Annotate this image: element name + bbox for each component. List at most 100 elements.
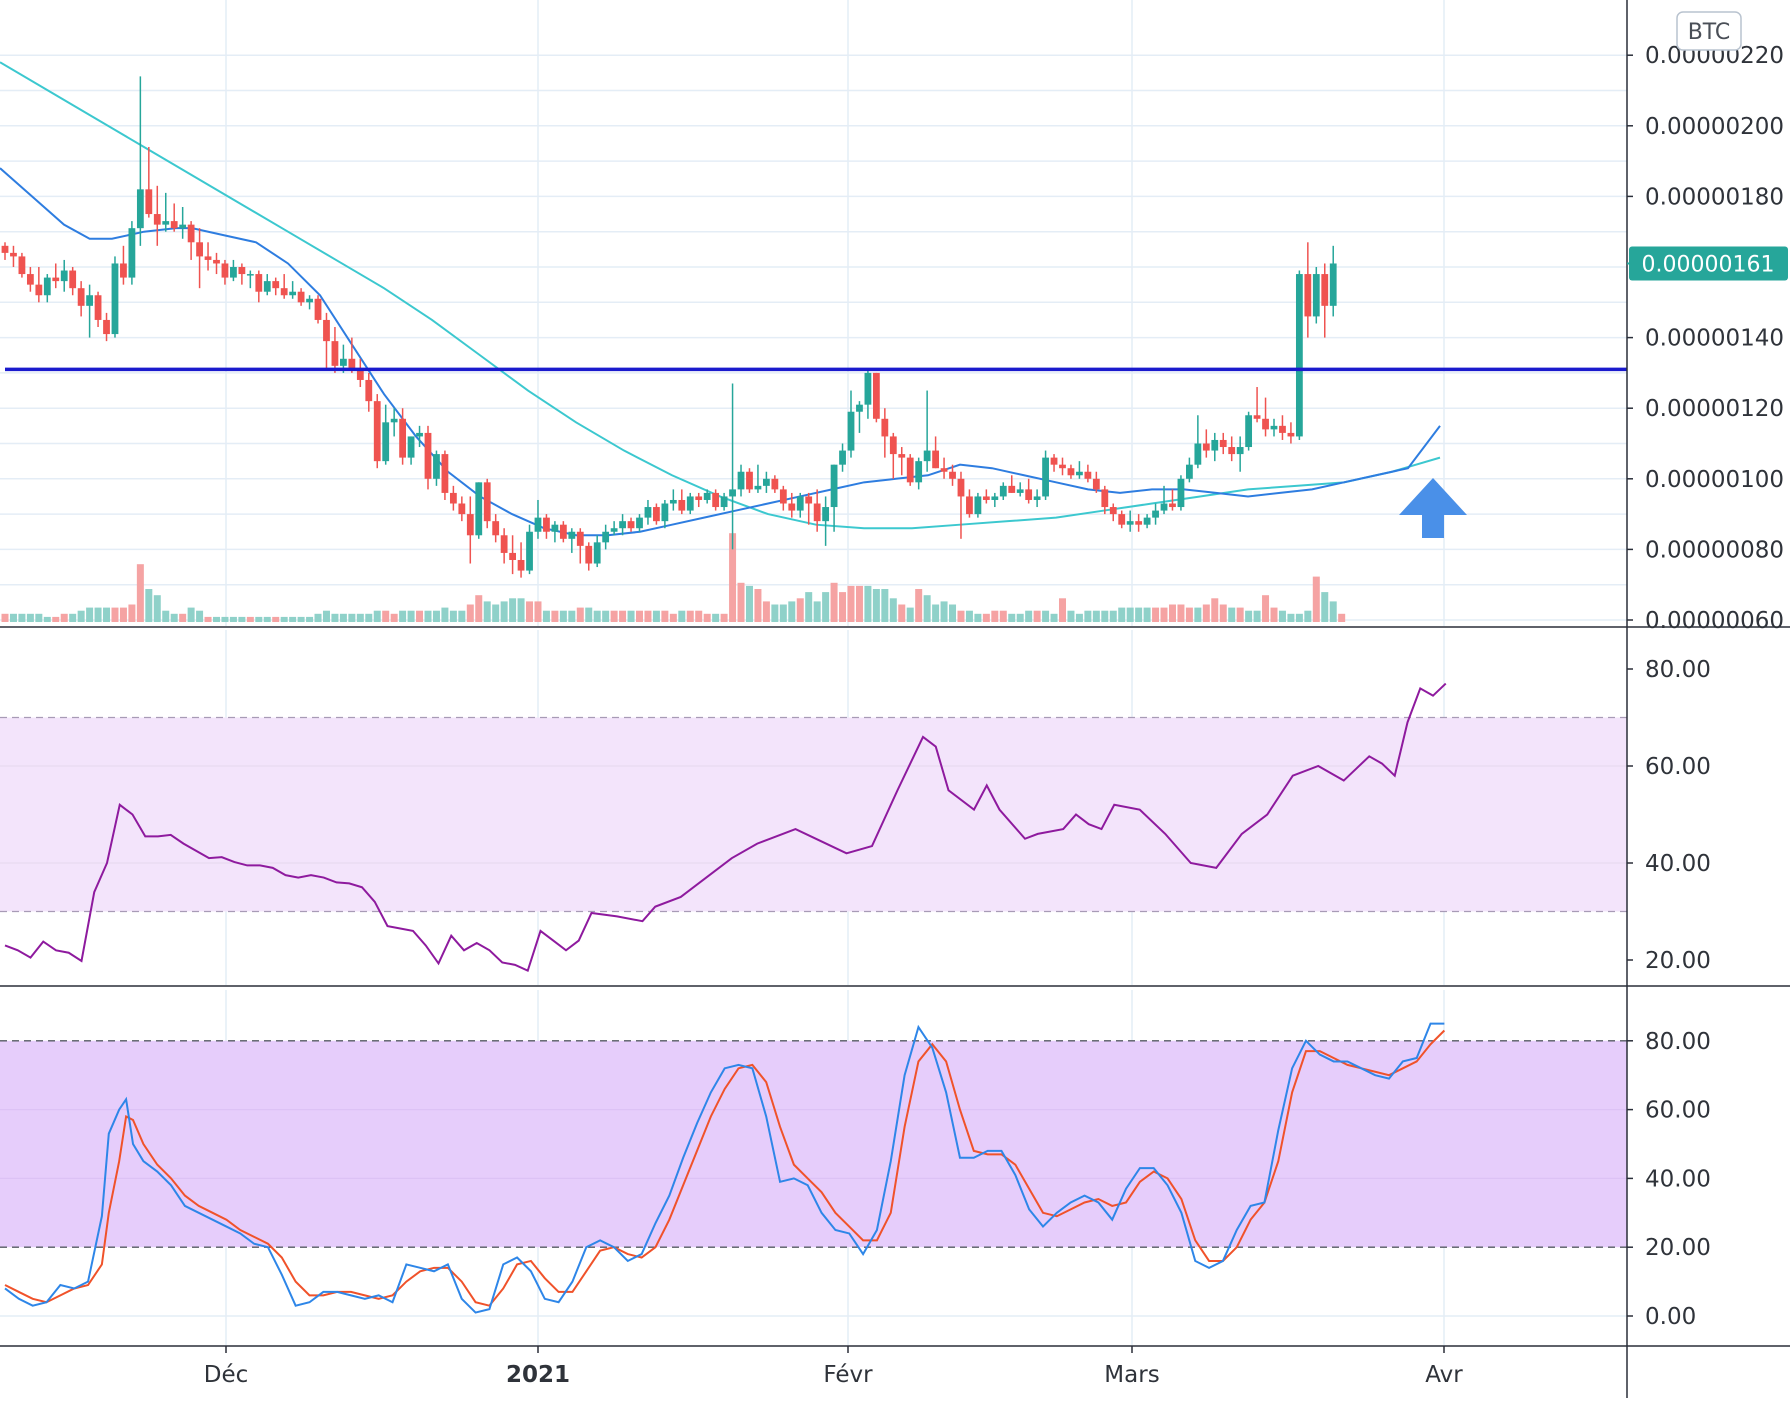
volume-bar	[619, 610, 627, 622]
candle-body	[982, 496, 990, 500]
candle-body	[306, 298, 313, 303]
volume-bar	[69, 613, 77, 622]
price-tick-label: 0.00000120	[1645, 396, 1784, 422]
candle-body	[1312, 274, 1320, 317]
volume-bar	[238, 616, 246, 622]
volume-bar	[661, 610, 669, 622]
volume-bar	[322, 610, 330, 622]
candle-body	[932, 450, 939, 469]
volume-bar	[1245, 610, 1253, 622]
volume-bar	[229, 616, 237, 622]
volume-bar	[1202, 604, 1210, 622]
volume-bar	[517, 598, 525, 622]
volume-bar	[796, 598, 804, 622]
candle-body	[551, 524, 559, 532]
volume-bar	[542, 610, 550, 622]
volume-bar	[424, 610, 432, 622]
candle-body	[170, 221, 178, 229]
candle-body	[1295, 274, 1303, 437]
volume-bar	[314, 613, 322, 622]
volume-bar	[1253, 610, 1261, 622]
candle-body	[1033, 496, 1041, 500]
last-price-tag-label: 0.00000161	[1642, 252, 1775, 277]
candle-body	[204, 256, 212, 260]
candle-body	[517, 559, 525, 571]
candle-body	[373, 401, 381, 462]
candle-body	[720, 496, 728, 508]
candle-body	[1186, 464, 1193, 479]
candle-body	[196, 242, 203, 257]
candle-body	[1262, 418, 1269, 430]
ma-slow-line	[0, 61, 1441, 530]
volume-bar	[906, 607, 914, 622]
candle-body	[10, 252, 17, 257]
volume-bar	[669, 613, 677, 622]
candle-body	[449, 492, 457, 504]
volume-bar	[1270, 607, 1278, 622]
volume-bar	[1059, 598, 1066, 622]
volume-bar	[610, 610, 618, 622]
candle-body	[1211, 439, 1219, 451]
volume-bar	[1321, 592, 1329, 622]
candle-body	[1025, 489, 1033, 500]
candle-body	[813, 503, 821, 522]
volume-bar	[449, 610, 457, 622]
volume-bar	[1228, 607, 1236, 622]
volume-bar	[813, 601, 821, 622]
candle-body	[1329, 263, 1337, 306]
volume-bar	[745, 585, 753, 622]
candle-body	[221, 263, 229, 278]
volume-bar	[1152, 607, 1160, 622]
volume-bar	[1236, 607, 1244, 622]
last-price-tag-bg	[1629, 246, 1788, 281]
volume-bar	[898, 604, 906, 622]
candle-body	[441, 454, 449, 493]
candle-body	[18, 256, 26, 275]
candle-body	[1245, 415, 1253, 448]
moving-averages	[0, 61, 1441, 537]
candle-body	[1321, 274, 1329, 306]
rsi-pane	[4, 682, 1447, 973]
volume-bar	[915, 589, 923, 622]
volume-bar	[221, 616, 229, 622]
stoch-band	[0, 1040, 1627, 1248]
volume-bar	[991, 610, 999, 622]
volume-bar	[339, 613, 347, 622]
volume-bar	[1033, 610, 1041, 622]
candle-body	[576, 531, 584, 546]
volume-bar	[1016, 613, 1024, 622]
candle-body	[1304, 274, 1312, 317]
candle-body	[915, 461, 923, 483]
volume-bar	[932, 604, 940, 622]
candle-body	[111, 263, 119, 335]
volume-bar	[830, 582, 838, 622]
time-tick-label: Avr	[1425, 1362, 1463, 1388]
volume-bar	[864, 585, 872, 622]
candle-body	[356, 369, 364, 380]
volume-bar	[526, 601, 534, 622]
volume-bar	[559, 610, 567, 622]
volume-bar	[585, 607, 593, 622]
volume-bar	[26, 613, 34, 622]
volume-bar	[119, 607, 127, 622]
volume-bar	[475, 595, 483, 622]
price-tick-label: 0.00000080	[1645, 537, 1784, 563]
candle-body	[272, 281, 280, 289]
candle-body	[492, 521, 500, 536]
volume-bar	[297, 616, 305, 622]
candle-body	[602, 531, 610, 543]
volume-bar	[1075, 613, 1083, 622]
currency-badge[interactable]: BTC	[1676, 11, 1742, 51]
candle-body	[847, 411, 855, 451]
price-tick-label: 0.00000060	[1645, 608, 1784, 634]
candle-body	[619, 521, 626, 529]
volume-bar	[729, 533, 737, 622]
price-axis: 0.000002200.000002000.000001800.00000140…	[1627, 43, 1784, 1330]
candle-body	[407, 436, 415, 458]
candle-body	[1287, 432, 1295, 437]
candle-body	[246, 274, 254, 276]
candle-body	[26, 274, 34, 285]
candle-body	[906, 457, 914, 483]
volume-bar	[1194, 607, 1202, 622]
